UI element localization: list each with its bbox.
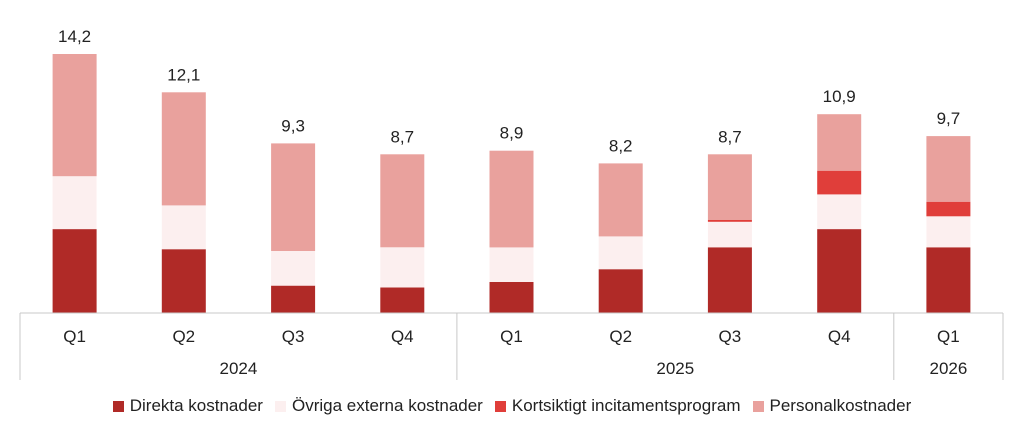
tick-label-3: Q3 [282,327,305,346]
bar-segment-6-series-1 [598,269,643,313]
tick-label-7: Q3 [719,327,742,346]
legend: Direkta kostnader Övriga externa kostnad… [0,393,1024,419]
total-label-7: 8,7 [718,127,742,146]
bar-segment-3-series-1 [271,285,316,313]
bar-segment-4-series-2 [380,247,425,288]
bar-segment-9-series-3 [926,201,971,217]
category-axis: Q1 Q2 Q3 Q4 Q1 Q2 Q3 Q4 Q1 2024 2025 2026 [19,312,1004,380]
tick-label-6: Q2 [609,327,632,346]
bar-segment-2-series-4 [161,92,206,206]
bar-segment-9-series-4 [926,136,971,202]
legend-label-ovriga-externa-kostnader: Övriga externa kostnader [291,396,483,415]
legend-swatch-ovriga-externa-kostnader [274,400,286,412]
group-label-1: 2024 [219,359,257,378]
group-label-3: 2026 [929,359,967,378]
bar-segment-8-series-2 [817,194,862,230]
tick-label-9: Q1 [937,327,960,346]
legend-label-kortsiktigt-incitamentsprogram: Kortsiktigt incitamentsprogram [511,396,741,415]
bar-segment-7-series-3 [707,220,752,222]
bar-segment-8-series-1 [817,229,862,313]
legend-label-personalkostnader: Personalkostnader [769,396,912,415]
legend-swatch-direkta-kostnader [112,400,124,412]
bar-segment-6-series-4 [598,163,643,237]
bars-layer [52,54,971,313]
total-label-6: 8,2 [609,136,633,155]
bar-segment-2-series-2 [161,205,206,250]
bar-segment-5-series-1 [489,282,534,313]
total-label-3: 9,3 [281,116,305,135]
bar-segment-7-series-2 [707,221,752,248]
legend-item-ovriga-externa-kostnader: Övriga externa kostnader [274,396,483,416]
bar-segment-3-series-4 [271,143,316,251]
total-label-4: 8,7 [390,127,414,146]
bar-segment-5-series-2 [489,247,534,282]
bar-segment-6-series-2 [598,236,643,270]
total-label-2: 12,1 [167,65,200,84]
total-label-8: 10,9 [823,87,856,106]
legend-swatch-personalkostnader [752,400,764,412]
bar-segment-4-series-1 [380,287,425,313]
tick-label-4: Q4 [391,327,414,346]
bar-segment-1-series-2 [52,176,97,230]
tick-label-2: Q2 [172,327,195,346]
bar-segment-5-series-4 [489,150,534,248]
bar-segment-1-series-4 [52,54,97,177]
bar-segment-9-series-2 [926,216,971,248]
total-label-5: 8,9 [500,124,524,143]
bar-segment-7-series-4 [707,154,752,220]
bar-segment-9-series-1 [926,247,971,313]
bar-segment-4-series-4 [380,154,425,248]
total-labels-layer: 14,2 12,1 9,3 8,7 8,9 8,2 8,7 10,9 9,7 [58,27,960,155]
bar-segment-8-series-4 [817,114,862,171]
total-label-9: 9,7 [937,109,961,128]
legend-item-direkta-kostnader: Direkta kostnader [112,396,263,416]
legend-item-personalkostnader: Personalkostnader [752,396,912,416]
legend-item-kortsiktigt-incitamentsprogram: Kortsiktigt incitamentsprogram [494,396,741,416]
group-label-2: 2025 [656,359,694,378]
bar-segment-1-series-1 [52,229,97,313]
bar-segment-8-series-3 [817,170,862,195]
tick-label-8: Q4 [828,327,851,346]
tick-label-5: Q1 [500,327,523,346]
bar-segment-3-series-2 [271,251,316,286]
tick-label-1: Q1 [63,327,86,346]
legend-label-direkta-kostnader: Direkta kostnader [129,396,263,415]
bar-segment-2-series-1 [161,249,206,313]
total-label-1: 14,2 [58,27,91,46]
bar-segment-7-series-1 [707,247,752,313]
legend-swatch-kortsiktigt-incitamentsprogram [494,400,506,412]
